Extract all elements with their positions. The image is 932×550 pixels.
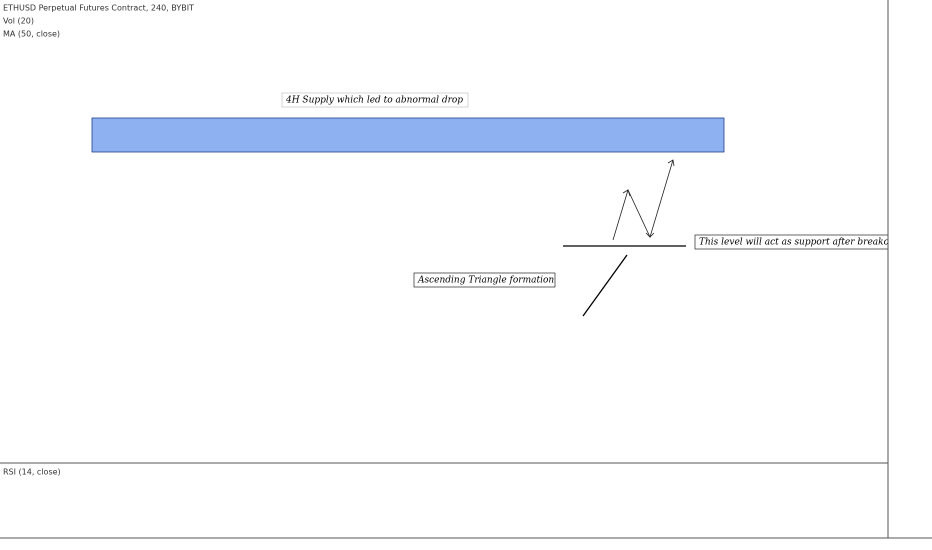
support-trendline [582,254,628,317]
projection-path [612,159,674,241]
arrowheads [622,159,675,238]
annotation-box [413,272,556,288]
symbol-title: ETHUSD Perpetual Futures Contract, 240, … [3,4,194,13]
price-axis-bg [888,0,932,550]
supply-zone [91,117,725,153]
indicator-label: Vol (20) [3,17,34,26]
annotation: This level will act as support after bre… [699,238,899,248]
annotation-box [281,92,469,108]
annotation-box [694,234,888,250]
annotation: 4H Supply which led to abnormal drop [285,96,463,106]
rsi-title: RSI (14, close) [3,468,61,477]
indicator-label: MA (50, close) [3,30,60,39]
annotation: Ascending Triangle formation [417,276,554,286]
